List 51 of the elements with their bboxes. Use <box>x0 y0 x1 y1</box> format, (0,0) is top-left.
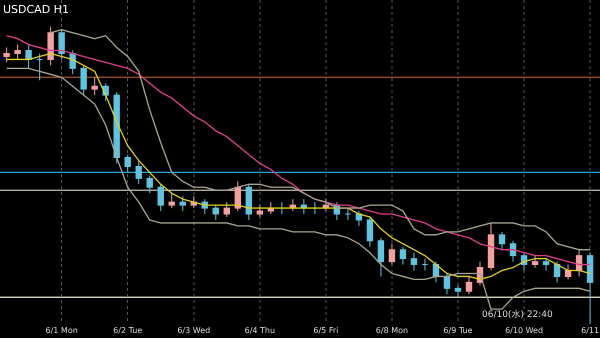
annotation: 06/10(水) 22:40 <box>482 309 554 320</box>
x-tick-label: 6/5 Fri <box>313 326 338 335</box>
candlestick <box>488 222 494 271</box>
candlestick <box>400 246 406 266</box>
candlestick <box>542 258 550 271</box>
x-tick-label: 6/3 Wed <box>177 326 210 335</box>
candlestick <box>212 204 219 220</box>
candlestick <box>146 174 153 194</box>
candlestick <box>3 47 10 63</box>
candlestick <box>454 284 462 298</box>
candlestick <box>300 198 308 215</box>
candlestick <box>58 29 65 60</box>
candlestick <box>366 216 374 248</box>
candlestick <box>466 276 472 295</box>
candlestick <box>136 160 142 185</box>
candlestick <box>576 249 582 277</box>
candlestick <box>47 26 54 66</box>
candlestick <box>532 255 538 268</box>
chart-title: USDCAD H1 <box>3 2 69 16</box>
x-tick-label: 6/11 <box>581 326 600 335</box>
candlestick <box>564 264 572 280</box>
candlestick <box>378 237 384 277</box>
x-tick-label: 6/4 Thu <box>244 326 276 335</box>
candlestick <box>180 196 186 212</box>
candlestick <box>168 192 175 209</box>
candlestick <box>80 64 87 96</box>
x-tick-label: 6/1 Mon <box>46 326 78 335</box>
x-tick-label: 6/9 Tue <box>443 326 473 335</box>
candlestick <box>498 231 506 250</box>
candlestick <box>422 258 428 271</box>
candlestick <box>36 53 43 81</box>
candlestick <box>444 272 450 295</box>
candlestick <box>158 184 164 212</box>
candlestick <box>256 204 264 218</box>
candlestick <box>388 243 396 266</box>
candlestick <box>224 202 230 218</box>
candlestick <box>25 44 32 69</box>
candlestick <box>586 252 594 324</box>
candlestick <box>554 261 560 283</box>
candlestick <box>234 180 241 212</box>
candlestick <box>114 92 120 164</box>
candlestick <box>410 252 418 271</box>
x-tick-label: 6/10 Wed <box>505 326 544 335</box>
candlestick <box>14 44 21 60</box>
candlestick <box>91 76 98 96</box>
candlestick <box>124 154 131 173</box>
candlestick <box>356 210 362 226</box>
candlestick <box>246 184 252 220</box>
candlestick <box>344 208 352 220</box>
x-tick-label: 6/2 Tue <box>113 326 142 335</box>
x-tick-label: 6/8 Mon <box>376 326 408 335</box>
